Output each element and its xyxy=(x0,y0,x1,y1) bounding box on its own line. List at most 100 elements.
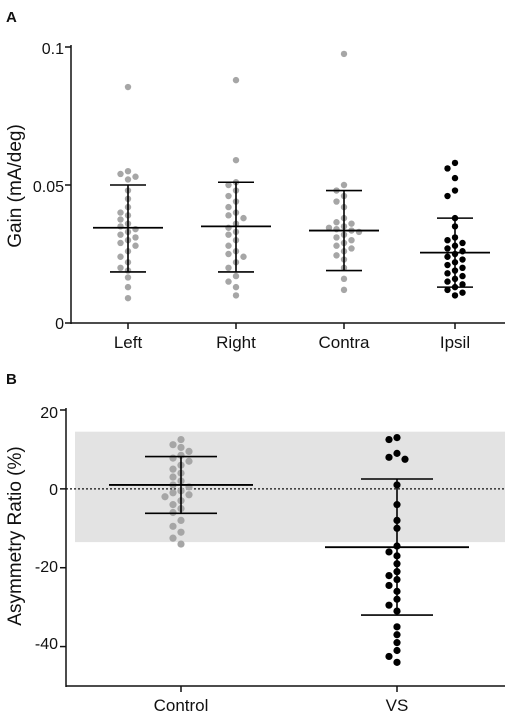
panel-a-data-point-contra xyxy=(340,286,348,294)
panel-b-data-point-control xyxy=(161,493,169,501)
panel-b-data-point-vs xyxy=(385,652,393,661)
panel-b-data-point-control xyxy=(169,454,177,462)
panel-a-data-point-ipsil xyxy=(451,187,459,194)
panel-a-ytick-label: 0 xyxy=(55,316,64,333)
panel-b-data-point-vs xyxy=(393,639,401,647)
panel-a-data-point-left xyxy=(124,274,132,281)
panel-a-data-point-left xyxy=(117,170,124,178)
panel-b-data-point-control xyxy=(169,501,177,509)
panel-a-data-point-right xyxy=(225,212,232,219)
panel-b-data-point-control xyxy=(185,447,193,455)
panel-a-category-label: Contra xyxy=(318,333,370,352)
panel-a-data-point-ipsil xyxy=(444,237,451,244)
panel-a-data-point-right xyxy=(225,231,232,238)
panel-a-data-point-right xyxy=(225,181,232,189)
panel-a-data-point-ipsil xyxy=(459,281,466,288)
panel-a-data-point-right xyxy=(240,214,247,222)
panel-a-data-point-right xyxy=(232,283,240,291)
panel-a-category-label: Left xyxy=(114,333,143,352)
panel-a-data-point-left xyxy=(124,283,132,291)
panel-b-category-label: Control xyxy=(154,696,209,715)
panel-a-data-point-ipsil xyxy=(459,264,466,271)
panel-a-data-point-left xyxy=(117,209,124,216)
panel-a-data-point-contra xyxy=(348,245,355,252)
panel-b-data-point-vs xyxy=(385,548,393,556)
panel-a-data-point-left xyxy=(117,264,124,271)
panel-a-data-point-ipsil xyxy=(451,292,459,299)
panel-a-data-point-ipsil xyxy=(459,256,466,263)
panel-b-data-point-control xyxy=(169,522,177,530)
panel-b-data-point-control xyxy=(177,528,185,536)
panel-a-data-point-contra xyxy=(333,198,340,205)
panel-b-data-point-control xyxy=(177,443,185,452)
panel-b-data-point-control xyxy=(169,465,177,473)
panel-a-data-point-left xyxy=(117,231,124,238)
panel-a-y-axis-label: Gain (mA/deg) xyxy=(5,124,26,248)
panel-b-data-point-control xyxy=(177,435,185,444)
panel-a-data-point-right xyxy=(232,156,240,164)
panel-b-data-point-control xyxy=(185,491,193,499)
panel-b-data-point-control xyxy=(169,534,177,542)
panel-b-ytick-label: -20 xyxy=(35,559,58,576)
panel-b-ytick-label: 0 xyxy=(49,482,58,499)
panel-a-data-point-left xyxy=(117,253,124,260)
panel-b-normal-range-band xyxy=(75,431,505,543)
panel-b-data-point-vs xyxy=(385,435,393,444)
panel-a-data-point-left xyxy=(132,242,139,249)
panel-b-letter: B xyxy=(6,371,17,388)
panel-b-data-point-control xyxy=(177,516,185,525)
panel-a-data-point-left xyxy=(124,176,132,183)
panel-b-data-point-vs xyxy=(393,623,401,631)
panel-b-data-point-vs xyxy=(385,572,393,580)
panel-a-data-point-left xyxy=(124,83,132,91)
panel-a-data-point-right xyxy=(225,242,232,249)
panel-a-data-point-contra xyxy=(333,219,340,226)
panel-a-data-point-ipsil xyxy=(459,239,466,247)
plot-layer xyxy=(60,45,505,692)
panel-a-data-point-left xyxy=(117,239,124,247)
panel-a-data-point-right xyxy=(225,203,232,211)
panel-b-data-point-vs xyxy=(385,581,393,590)
panel-a-data-point-left xyxy=(117,216,124,223)
panel-a-data-point-right xyxy=(240,253,247,260)
panel-b-data-point-vs xyxy=(393,631,401,639)
panel-a-data-point-right xyxy=(225,264,232,271)
panel-b-data-point-control xyxy=(177,540,185,548)
panel-a-data-point-ipsil xyxy=(444,270,451,277)
panel-b-data-point-control xyxy=(185,457,193,465)
panel-a-data-point-contra xyxy=(340,275,348,283)
panel-b-y-axis-label: Asymmetry Ratio (%) xyxy=(5,446,26,625)
panel-b-data-point-vs xyxy=(393,434,401,442)
panel-b-data-point-vs xyxy=(385,601,393,609)
panel-a-data-point-left xyxy=(132,234,139,241)
panel-b-data-point-vs xyxy=(385,453,393,461)
panel-a-data-point-ipsil xyxy=(451,174,459,182)
panel-b-data-point-control xyxy=(169,489,177,497)
panel-a-data-point-right xyxy=(225,192,232,200)
panel-a-data-point-contra xyxy=(340,181,348,189)
panel-a-data-point-ipsil xyxy=(444,286,451,294)
panel-b-category-label: VS xyxy=(386,696,409,715)
panel-b-data-point-control xyxy=(169,473,177,481)
panel-a-data-point-right xyxy=(225,250,232,258)
panel-b-ytick-label: 20 xyxy=(40,405,58,422)
panel-a-data-point-right xyxy=(232,272,240,280)
panel-a-data-point-contra xyxy=(325,224,333,231)
panel-a-data-point-ipsil xyxy=(444,261,451,269)
panel-a-data-point-contra xyxy=(333,252,340,259)
panel-a-data-point-ipsil xyxy=(459,289,466,296)
panel-a-data-point-right xyxy=(232,76,240,84)
panel-a-letter: A xyxy=(6,9,17,26)
panel-a-data-point-right xyxy=(232,292,240,299)
panel-b-ytick-label: -40 xyxy=(35,636,58,653)
panel-a-ytick-label: 0.1 xyxy=(42,41,64,58)
panel-a-data-point-ipsil xyxy=(459,272,466,280)
panel-b-data-point-vs xyxy=(393,449,401,457)
panel-a-ytick-label: 0.05 xyxy=(33,179,64,196)
panel-a-data-point-contra xyxy=(340,50,348,58)
panel-a-category-label: Right xyxy=(216,333,256,352)
panel-a-data-point-ipsil xyxy=(444,278,451,285)
panel-a-data-point-contra xyxy=(333,242,340,249)
panel-a-data-point-contra xyxy=(348,237,355,244)
